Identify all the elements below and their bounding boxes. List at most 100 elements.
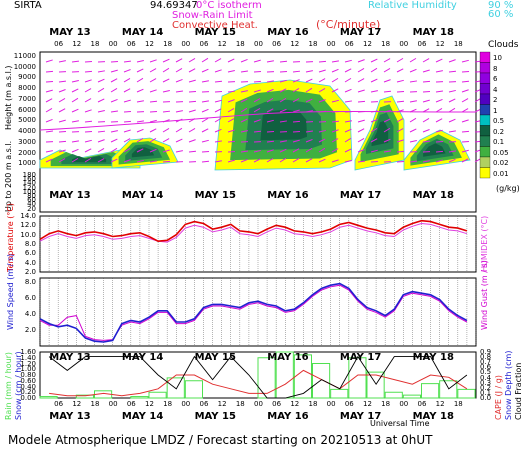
wind-arrow <box>435 90 444 93</box>
wind-ylabel: Wind Speed (m / s) <box>6 253 15 330</box>
height-tick-10: 1000 <box>18 159 36 168</box>
wind-arrow <box>396 150 405 153</box>
bottom-hour-1-2: 18 <box>163 400 173 408</box>
wind-arrow <box>123 77 131 83</box>
wind-arrow <box>175 110 183 113</box>
wind-arrow <box>461 130 470 133</box>
wind-arrow <box>383 90 392 93</box>
gust-ylabel: Wind Gust (m / s) <box>480 260 489 330</box>
wind-arrow <box>396 68 404 73</box>
wind-arrow <box>279 88 287 93</box>
wind-arrow <box>149 119 157 123</box>
wind-arrow <box>227 150 236 153</box>
colorbar-cell-1 <box>479 62 491 74</box>
clouds-label: Clouds <box>488 40 519 50</box>
bottom-hour-2-3: 00 <box>254 400 263 408</box>
wind-arrow <box>448 70 457 73</box>
colorbar-cell-10 <box>479 156 491 168</box>
wind-arrow <box>201 100 209 103</box>
precip-tick-right-5: 0.4 <box>480 373 492 382</box>
wind-arrow <box>448 98 456 103</box>
wind-arrow <box>110 130 118 133</box>
wind-arrow <box>279 60 288 63</box>
wind-arrow <box>331 148 339 153</box>
wind-arrow <box>214 99 222 103</box>
wind-arrow <box>383 150 391 153</box>
height-tick-15: 100 <box>22 187 36 196</box>
temp-panel-tick-1: 12.0 <box>20 221 36 230</box>
colorbar-label-9: 0.05 <box>493 148 509 157</box>
bottom-day-0: MAY 13 <box>49 411 91 422</box>
wind-arrow <box>227 69 235 73</box>
top-day-4: MAY 17 <box>339 27 382 38</box>
wind-arrow <box>409 68 417 73</box>
wind-arrow <box>149 100 158 103</box>
top-hour-1-2: 18 <box>163 40 173 48</box>
rain-bar-8 <box>184 380 203 399</box>
wind-arrow <box>435 70 443 73</box>
cloud-day-2: MAY 15 <box>194 190 236 201</box>
bottom-hour-0-1: 12 <box>72 400 82 408</box>
wind-arrow <box>435 118 443 123</box>
gkg-label: (g/kg) <box>496 184 520 193</box>
top-hour-4-0: 06 <box>344 40 354 48</box>
wind-arrow <box>461 98 469 103</box>
wind-arrow <box>331 68 339 73</box>
wind-arrow <box>461 149 469 153</box>
temp-panel-tick-0: 14.0 <box>20 212 36 220</box>
wind-arrow <box>45 107 53 113</box>
wind-arrow <box>201 68 209 73</box>
wind-arrow <box>305 110 313 113</box>
bottom-hour-4-0: 06 <box>344 400 354 408</box>
wind-arrow <box>344 137 352 143</box>
wind-arrow <box>357 137 365 143</box>
wind-arrow <box>188 100 197 103</box>
wind-arrow <box>58 140 67 143</box>
rain-bar-22 <box>439 380 458 399</box>
wind-arrow <box>396 139 404 143</box>
wind-arrow <box>331 60 339 63</box>
height-tick-1: 10000 <box>13 62 36 71</box>
wind-arrow <box>162 138 170 143</box>
wind-arrow <box>253 158 261 163</box>
wind-arrow <box>318 99 326 103</box>
wind-arrow <box>253 80 262 83</box>
wind-arrow <box>318 147 326 153</box>
wind-arrow <box>227 108 235 113</box>
precip-tick-6: 0.40 <box>20 382 36 391</box>
wind-arrow <box>188 79 196 83</box>
wind-arrow <box>97 109 105 113</box>
wind-arrow <box>318 138 326 143</box>
wind-arrow <box>409 128 417 133</box>
colorbar-label-11: 0.01 <box>493 169 509 178</box>
temp-panel-tick-4: 6.0 <box>24 249 36 258</box>
wind-arrow <box>344 128 352 133</box>
top-hour-3-0: 06 <box>272 40 282 48</box>
wind-arrow <box>279 140 287 143</box>
rain-bar-21 <box>421 383 440 399</box>
height-tick-19: 20 <box>27 204 36 213</box>
height-tick-8: 3000 <box>18 137 36 146</box>
temp-panel-tick-5: 4.0 <box>24 258 36 267</box>
top-hour-2-3: 00 <box>254 40 263 48</box>
wind-arrow <box>292 120 301 123</box>
wind-arrow <box>71 140 79 143</box>
colorbar-cell-2 <box>479 72 491 84</box>
rain-bar-0 <box>39 396 58 399</box>
wind-arrow <box>383 109 391 113</box>
wind-arrow <box>266 149 274 153</box>
height-tick-4: 7000 <box>18 94 36 103</box>
cloud-day-3: MAY 16 <box>267 190 309 201</box>
wind-arrow <box>383 68 391 73</box>
wind-arrow <box>110 158 118 163</box>
height-tick-17: 60 <box>27 196 36 205</box>
wind-arrow <box>227 58 235 63</box>
wind-arrow <box>461 89 469 93</box>
wind-arrow <box>435 150 444 153</box>
wind-arrow <box>240 158 248 163</box>
colorbar-cell-7 <box>479 125 491 137</box>
wind-arrow <box>305 147 313 153</box>
colorbar-cell-0 <box>479 51 491 63</box>
cloud-day-5: MAY 18 <box>412 190 454 201</box>
